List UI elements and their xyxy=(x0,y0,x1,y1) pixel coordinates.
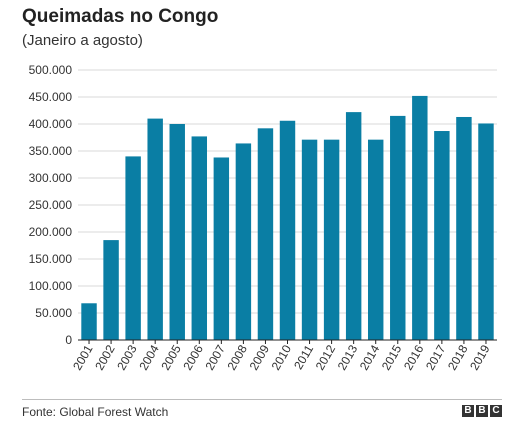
y-tick-label: 200.000 xyxy=(29,225,73,239)
y-tick-label: 500.000 xyxy=(29,63,73,77)
x-tick-label: 2013 xyxy=(335,342,361,372)
chart-title: Queimadas no Congo xyxy=(22,6,219,27)
y-tick-label: 350.000 xyxy=(29,144,73,158)
y-tick-label: 150.000 xyxy=(29,252,73,266)
x-tick-label: 2002 xyxy=(92,342,118,372)
source-note: Fonte: Global Forest Watch xyxy=(22,405,169,419)
x-tick-label: 2015 xyxy=(379,342,405,372)
bar-2014 xyxy=(367,139,384,340)
chart-subtitle: (Janeiro a agosto) xyxy=(22,32,143,49)
bar-2016 xyxy=(412,95,428,340)
x-tick-label: 2009 xyxy=(247,342,273,372)
y-tick-label: 250.000 xyxy=(29,198,73,212)
bar-2002 xyxy=(103,240,119,340)
bar-2006 xyxy=(191,136,208,340)
x-tick-label: 2019 xyxy=(467,342,493,372)
bbc-logo-letter: B xyxy=(462,405,474,417)
bar-2010 xyxy=(279,120,296,340)
bbc-logo: B B C xyxy=(462,405,502,417)
bbc-logo-letter: C xyxy=(490,405,502,417)
x-tick-label: 2006 xyxy=(180,342,206,372)
y-tick-label: 100.000 xyxy=(29,279,73,293)
bar-2001 xyxy=(81,303,97,340)
bar-chart: 0 50.000 100.000 150.000 200.000 250.000 300.0… xyxy=(29,63,497,373)
bar-2004 xyxy=(147,118,163,340)
x-tick-label: 2001 xyxy=(70,342,96,372)
x-tick-label: 2010 xyxy=(269,342,295,372)
y-tick-label: 50.000 xyxy=(35,306,72,320)
bar-2019 xyxy=(478,123,494,341)
bar-2018 xyxy=(456,116,472,340)
x-tick-label: 2008 xyxy=(225,342,251,372)
x-tick-label: 2011 xyxy=(291,342,316,372)
y-tick-label: 450.000 xyxy=(29,90,73,104)
y-tick-label: 300.000 xyxy=(29,171,73,185)
bar-2013 xyxy=(345,112,362,341)
bar-2005 xyxy=(169,124,185,340)
x-tick-label: 2007 xyxy=(202,342,228,372)
bar-2015 xyxy=(390,115,406,341)
x-tick-label: 2004 xyxy=(136,342,162,372)
bar-2017 xyxy=(434,131,450,340)
x-tick-label: 2005 xyxy=(158,342,184,372)
footer-divider xyxy=(22,399,502,400)
y-tick-label: 0 xyxy=(65,333,72,347)
bbc-logo-letter: B xyxy=(476,405,488,417)
bar-2003 xyxy=(125,156,141,340)
bar-2008 xyxy=(235,143,252,340)
bar-2011 xyxy=(301,139,318,340)
bar-2007 xyxy=(213,157,230,340)
x-tick-label: 2014 xyxy=(357,342,383,372)
bar-2012 xyxy=(323,139,340,340)
x-tick-label: 2016 xyxy=(401,342,427,372)
x-tick-label: 2012 xyxy=(313,342,339,372)
x-tick-label: 2003 xyxy=(114,342,140,372)
y-tick-label: 400.000 xyxy=(29,117,73,131)
x-tick-label: 2018 xyxy=(445,342,471,372)
x-tick-label: 2017 xyxy=(423,342,449,372)
bar-2009 xyxy=(257,128,274,340)
